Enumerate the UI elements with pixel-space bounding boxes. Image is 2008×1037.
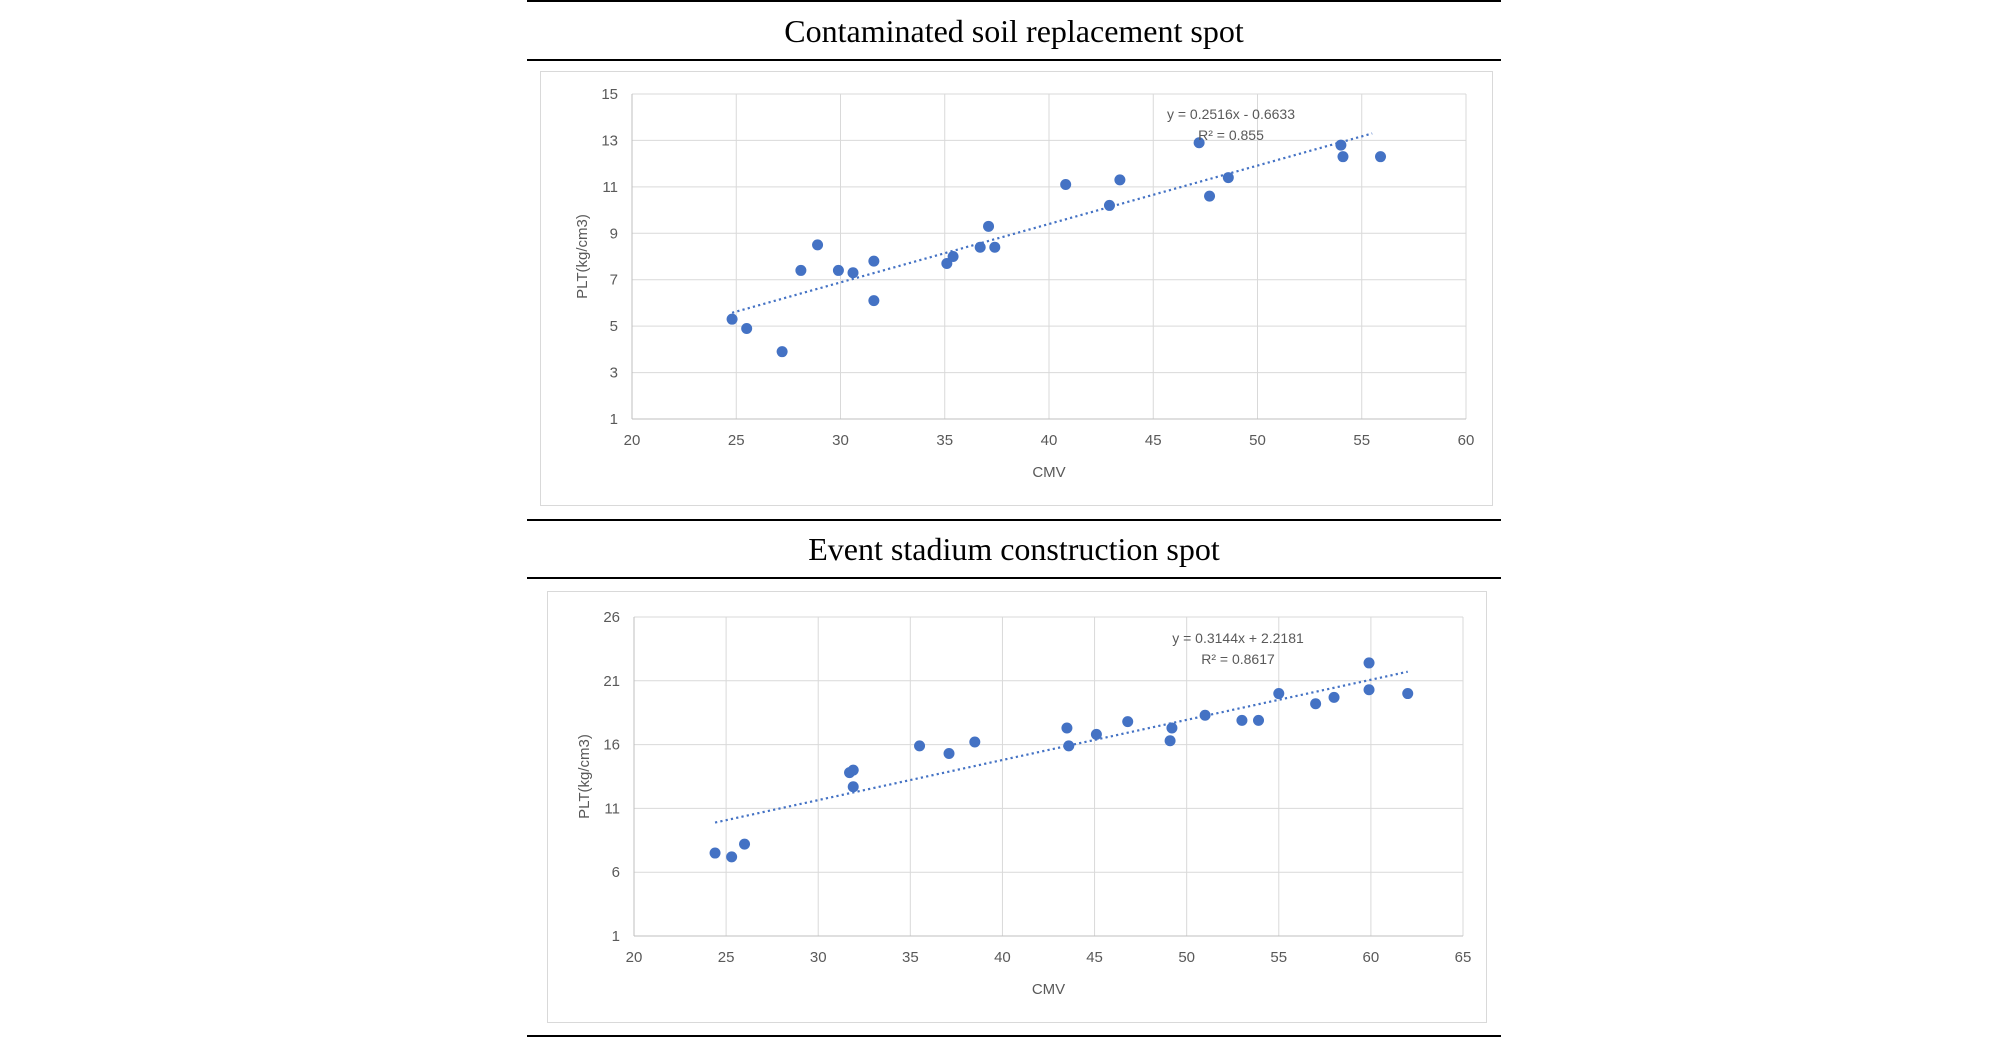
chart-1-data-point — [795, 264, 807, 276]
chart-1-data-point — [1337, 151, 1349, 163]
chart-2-trendline — [714, 670, 1408, 824]
chart-1-data-point — [983, 220, 995, 232]
chart-2-data-point — [847, 764, 859, 776]
chart-1-frame: 20 25 30 35 40 45 50 55 60 1 3 5 7 9 11 13 15 CMV PLT(kg/c… — [540, 71, 1493, 506]
chart-2-data-point — [1328, 691, 1340, 703]
chart-1-y-tick-label: 13 — [601, 132, 618, 149]
chart-1-plot: 20 25 30 35 40 45 50 55 6013579111315CMVPLT(kg/c… — [574, 86, 1475, 481]
chart-2-y-axis-title: PLT(kg/cm3) — [576, 734, 593, 819]
chart-1-y-tick-label: 11 — [602, 179, 618, 196]
chart-1-data-point — [1222, 172, 1234, 184]
chart-1-y-tick-label: 9 — [610, 225, 618, 242]
chart-2-x-tick-label: 65 — [1455, 949, 1472, 966]
chart-1-data-point — [776, 346, 788, 358]
chart-1-x-tick-label: 60 — [1458, 432, 1475, 449]
chart-2-data-point — [1166, 722, 1178, 734]
chart-2-y-tick-label: 11 — [604, 800, 620, 817]
chart-1-data-point — [974, 241, 986, 253]
chart-2-data-point — [1164, 735, 1176, 747]
chart-1-data-point — [1335, 139, 1347, 151]
chart-2-frame: 20 25 30 35 40 45 50 55 60 65 1 6 11 16 21 26 CMV PLT(kg/… — [547, 591, 1487, 1023]
chart-1-x-axis-title: CMV — [1032, 464, 1065, 481]
chart-1-x-tick-label: 45 — [1145, 432, 1162, 449]
chart-2-data-point — [1063, 740, 1075, 752]
chart-2-data-point — [1363, 657, 1375, 669]
chart-1-trendline-r2: R² = 0.855 — [1198, 127, 1264, 143]
chart-2-data-point — [943, 748, 955, 760]
chart-1-x-tick-label: 30 — [832, 432, 849, 449]
chart-1-x-tick-label: 20 — [624, 432, 641, 449]
chart-1-data-point — [832, 264, 844, 276]
chart-2-data-point — [969, 736, 981, 748]
chart-2-data-point — [847, 781, 859, 793]
chart-2-x-tick-label: 30 — [810, 949, 827, 966]
chart-2-data-point — [1122, 716, 1134, 728]
chart-1-x-tick-label: 55 — [1353, 432, 1370, 449]
chart-2-y-tick-label: 21 — [603, 673, 620, 690]
chart-1-data-point — [1114, 174, 1126, 186]
chart-1-data-point — [1103, 199, 1115, 211]
chart-2-x-tick-label: 55 — [1270, 949, 1287, 966]
chart-1-data-point — [1375, 151, 1387, 163]
chart-1-data-point — [812, 239, 824, 251]
top-rule-2 — [527, 59, 1501, 61]
chart-2-data-point — [739, 838, 751, 850]
chart-1-data-point — [947, 251, 959, 262]
chart-2-data-point — [1090, 728, 1102, 740]
chart-1-data-point — [1060, 179, 1072, 191]
chart-2-data-point — [709, 847, 721, 859]
chart-2-x-tick-label: 50 — [1178, 949, 1195, 966]
chart-1-data-point — [726, 313, 738, 325]
chart-1-y-tick-label: 3 — [610, 365, 618, 382]
chart-2-x-tick-label: 40 — [994, 949, 1011, 966]
chart-2-trendline-r2: R² = 0.8617 — [1201, 651, 1275, 667]
chart-2-data-point — [914, 740, 926, 752]
chart-2-y-tick-label: 6 — [612, 864, 620, 881]
chart-2-x-tick-label: 20 — [626, 949, 643, 966]
chart-1-data-point — [868, 295, 880, 307]
chart-2-data-point — [1236, 714, 1248, 726]
chart-1-x-tick-label: 35 — [936, 432, 953, 449]
chart-2-trendline-equation: y = 0.3144x + 2.2181 — [1172, 630, 1304, 646]
chart-2-x-tick-label: 45 — [1086, 949, 1103, 966]
chart-1-trendline — [731, 132, 1373, 314]
chart-2-x-tick-label: 35 — [902, 949, 919, 966]
chart-2-x-axis-title: CMV — [1032, 981, 1065, 998]
top-rule-1 — [527, 0, 1501, 2]
chart-2-x-tick-label: 60 — [1363, 949, 1380, 966]
chart-1-data-point — [847, 267, 859, 279]
chart-2-data-point — [1253, 714, 1265, 726]
chart-2-data-point — [1273, 688, 1285, 700]
chart-1-y-tick-label: 7 — [610, 272, 618, 289]
chart-2-data-point — [1061, 722, 1073, 734]
chart-2-data-point — [726, 851, 738, 863]
middle-rule-2 — [527, 577, 1501, 579]
chart-1-y-tick-label: 5 — [610, 318, 618, 335]
chart-2-data-point — [1363, 684, 1375, 696]
chart-1-data-point — [741, 322, 753, 334]
chart-1-title: Contaminated soil replacement spot — [784, 13, 1244, 49]
chart-2-plot: 20 25 30 35 40 45 50 55 60 651611162126CMVPLT(kg/… — [576, 609, 1472, 998]
chart-2-y-tick-label: 16 — [603, 737, 620, 754]
chart-2-y-tick-label: 1 — [612, 928, 620, 945]
chart-1-data-point — [989, 241, 1001, 253]
chart-2-data-point — [1402, 688, 1414, 700]
middle-rule-1 — [527, 519, 1501, 521]
chart-2-x-tick-label: 25 — [718, 949, 735, 966]
chart-1-y-tick-label: 15 — [601, 86, 618, 103]
chart-1-data-point — [868, 255, 880, 267]
chart-1-x-tick-label: 40 — [1041, 432, 1058, 449]
chart-2-y-tick-label: 26 — [603, 609, 620, 626]
chart-1-x-tick-label: 50 — [1249, 432, 1266, 449]
chart-1-y-axis-title: PLT(kg/cm3) — [574, 214, 591, 299]
chart-1-data-point — [1204, 190, 1216, 202]
chart-1-data-point — [1193, 137, 1205, 149]
chart-2-data-point — [1310, 698, 1322, 710]
chart-1-x-tick-label: 25 — [728, 432, 745, 449]
chart-1-y-tick-label: 1 — [610, 411, 618, 428]
chart-2-title: Event stadium construction spot — [808, 531, 1220, 567]
chart-1-trendline-equation: y = 0.2516x - 0.6633 — [1167, 106, 1295, 122]
chart-2-data-point — [1199, 709, 1211, 721]
